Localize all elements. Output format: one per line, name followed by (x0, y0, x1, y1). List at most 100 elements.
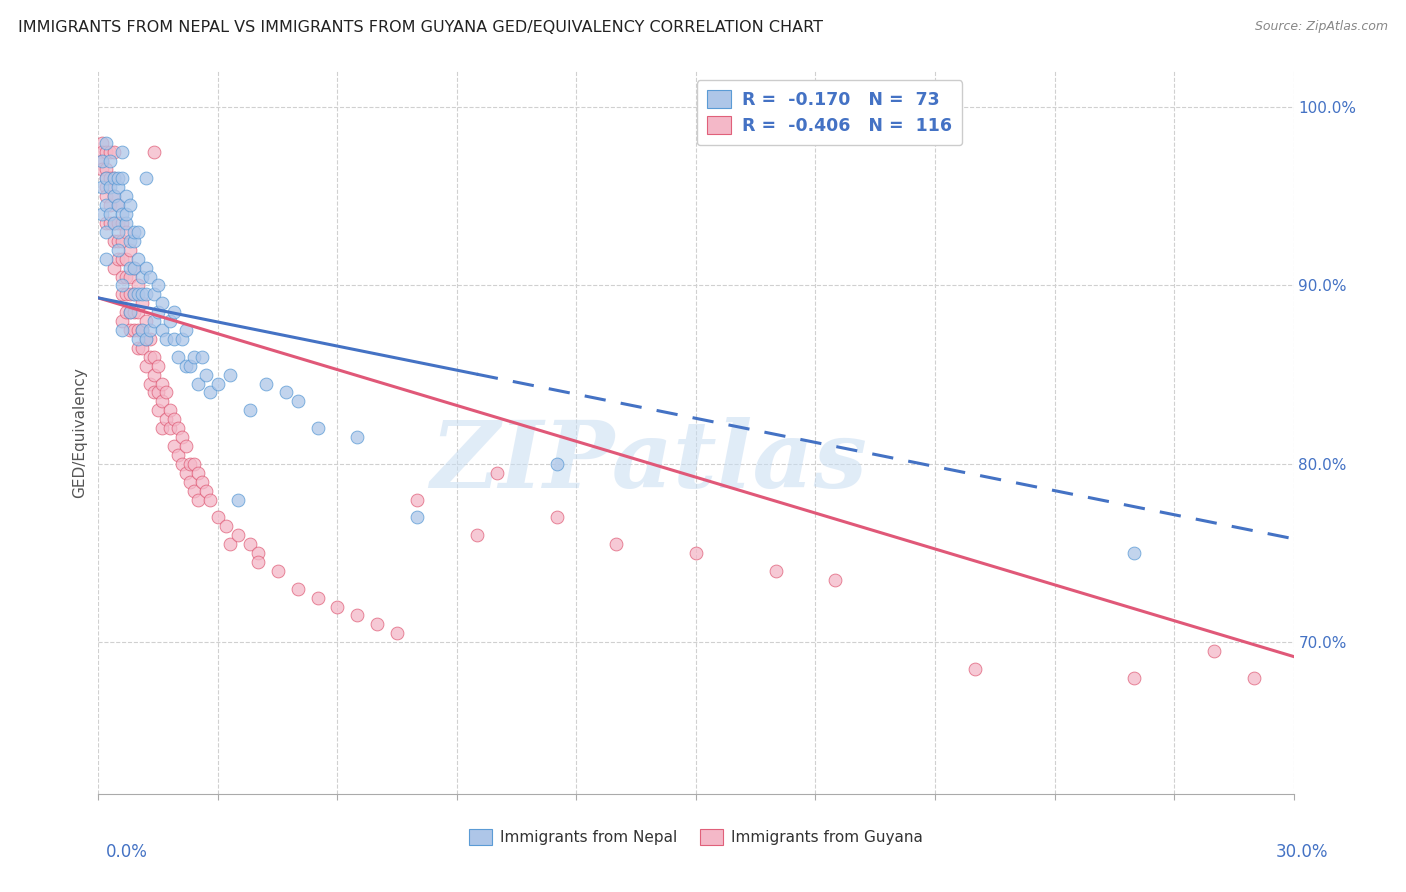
Point (127, 225, 149, 239)
Point (150, 323, 173, 337)
Point (143, 314, 166, 328)
Point (120, 269, 142, 284)
Point (135, 314, 157, 328)
Point (163, 412, 186, 426)
Point (131, 269, 153, 284)
Point (219, 537, 242, 551)
Point (307, 421, 329, 435)
Point (111, 145, 134, 159)
Text: ZIPatlas: ZIPatlas (430, 417, 866, 507)
Point (120, 234, 142, 248)
Point (219, 368, 242, 382)
Point (107, 180, 129, 194)
Point (135, 359, 157, 373)
Point (115, 305, 138, 319)
Point (91, 162, 114, 177)
Point (120, 305, 142, 319)
Point (120, 305, 142, 319)
Point (155, 412, 177, 426)
Point (103, 216, 125, 230)
Point (103, 189, 125, 203)
Point (465, 528, 488, 542)
Point (135, 171, 157, 186)
Point (307, 591, 329, 605)
Point (139, 350, 162, 364)
Point (120, 198, 142, 212)
Point (124, 287, 146, 301)
Point (103, 171, 125, 186)
Point (174, 439, 197, 453)
Point (172, 457, 194, 471)
Point (98, 198, 122, 212)
Point (148, 278, 170, 293)
Point (127, 278, 149, 293)
Point (254, 376, 277, 391)
Point (207, 376, 229, 391)
Point (96, 189, 118, 203)
Legend: Immigrants from Nepal, Immigrants from Guyana: Immigrants from Nepal, Immigrants from G… (464, 823, 928, 851)
Point (172, 332, 194, 346)
Point (124, 225, 146, 239)
Point (96, 145, 118, 159)
Point (103, 260, 125, 275)
Point (163, 439, 186, 453)
Point (135, 332, 157, 346)
Point (115, 252, 138, 266)
Point (115, 216, 138, 230)
Point (195, 483, 218, 498)
Point (167, 421, 190, 435)
Point (406, 510, 429, 524)
Point (111, 216, 134, 230)
Point (1202, 644, 1225, 658)
Point (124, 305, 146, 319)
Point (96, 225, 118, 239)
Point (131, 341, 153, 355)
Point (406, 492, 429, 507)
Point (103, 171, 125, 186)
Point (131, 323, 153, 337)
Point (127, 305, 149, 319)
Point (148, 385, 170, 400)
Point (135, 332, 157, 346)
Point (148, 359, 170, 373)
Point (115, 189, 138, 203)
Point (111, 252, 134, 266)
Point (91, 153, 114, 168)
Point (107, 234, 129, 248)
Point (103, 145, 125, 159)
Point (167, 350, 190, 364)
Point (187, 492, 209, 507)
Point (605, 537, 627, 551)
Point (91, 153, 114, 168)
Point (198, 385, 221, 400)
Point (91, 207, 114, 221)
Point (239, 403, 262, 417)
Point (120, 323, 142, 337)
Point (191, 475, 214, 489)
Point (103, 234, 125, 248)
Point (187, 376, 209, 391)
Point (115, 207, 138, 221)
Point (107, 198, 129, 212)
Point (1123, 546, 1146, 560)
Point (163, 332, 186, 346)
Point (198, 492, 221, 507)
Point (174, 359, 197, 373)
Point (159, 314, 181, 328)
Point (135, 260, 157, 275)
Point (226, 492, 249, 507)
Point (98, 145, 122, 159)
Point (187, 466, 209, 480)
Point (135, 287, 157, 301)
Point (127, 323, 149, 337)
Point (96, 162, 118, 177)
Point (143, 145, 166, 159)
Point (139, 376, 162, 391)
Text: IMMIGRANTS FROM NEPAL VS IMMIGRANTS FROM GUYANA GED/EQUIVALENCY CORRELATION CHAR: IMMIGRANTS FROM NEPAL VS IMMIGRANTS FROM… (18, 20, 824, 35)
Point (183, 457, 205, 471)
Point (98, 153, 122, 168)
Point (124, 323, 146, 337)
Point (120, 260, 142, 275)
Point (179, 457, 201, 471)
Point (127, 341, 149, 355)
